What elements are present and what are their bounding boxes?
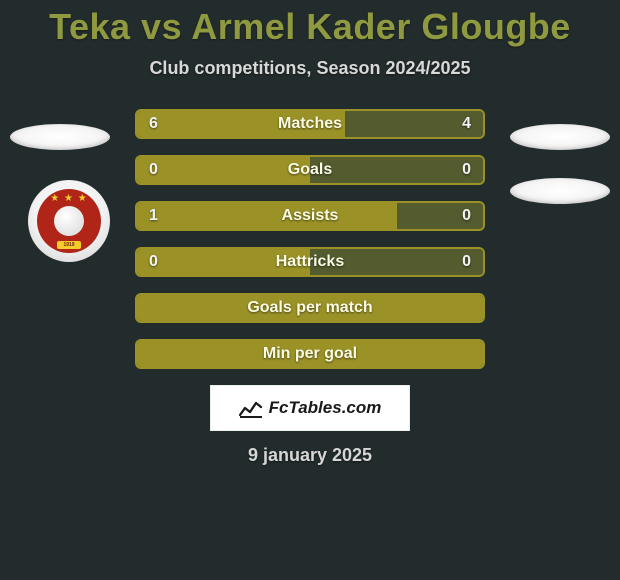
bar-left — [137, 341, 483, 367]
stat-row-goals: Goals00 — [135, 155, 485, 185]
bar-right — [310, 249, 483, 275]
stat-row-hattricks: Hattricks00 — [135, 247, 485, 277]
stat-value-left: 1 — [149, 201, 158, 231]
bar-left — [137, 203, 397, 229]
fctables-label: FcTables.com — [269, 398, 382, 418]
page-subtitle: Club competitions, Season 2024/2025 — [0, 58, 620, 79]
fctables-watermark[interactable]: FcTables.com — [210, 385, 410, 431]
footer-date: 9 january 2025 — [0, 445, 620, 466]
bar-right — [310, 157, 483, 183]
stat-value-right: 0 — [462, 155, 471, 185]
bar-track — [135, 339, 485, 369]
stat-value-left: 6 — [149, 109, 158, 139]
fctables-logo-icon — [239, 398, 263, 418]
stat-value-left: 0 — [149, 247, 158, 277]
stat-row-matches: Matches64 — [135, 109, 485, 139]
bar-left — [137, 111, 345, 137]
bar-left — [137, 157, 310, 183]
comparison-chart: Matches64Goals00Assists10Hattricks00Goal… — [0, 109, 620, 369]
bar-track — [135, 293, 485, 323]
stat-row-goals_per_match: Goals per match — [135, 293, 485, 323]
bar-track — [135, 247, 485, 277]
stat-row-min_per_goal: Min per goal — [135, 339, 485, 369]
bar-left — [137, 295, 483, 321]
stat-value-right: 0 — [462, 201, 471, 231]
bar-track — [135, 109, 485, 139]
stat-value-right: 4 — [462, 109, 471, 139]
bar-track — [135, 201, 485, 231]
stat-value-right: 0 — [462, 247, 471, 277]
stat-value-left: 0 — [149, 155, 158, 185]
stat-row-assists: Assists10 — [135, 201, 485, 231]
page-title: Teka vs Armel Kader Glougbe — [0, 0, 620, 48]
bar-track — [135, 155, 485, 185]
bar-left — [137, 249, 310, 275]
